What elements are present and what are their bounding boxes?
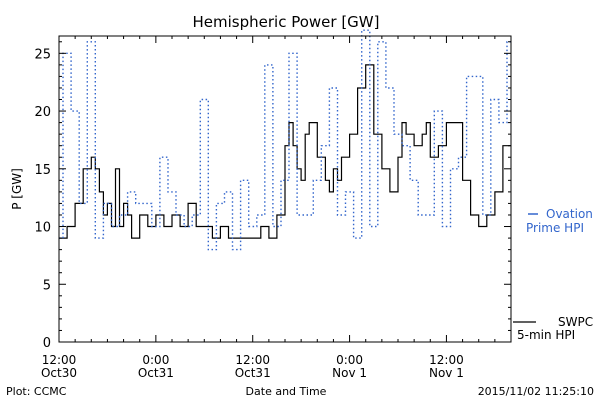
legend-swpc-label-2: 5-min HPI [517,328,575,342]
y-axis-label: P [GW] [10,168,24,210]
y-tick-label: 15 [34,163,51,178]
x-tick-label-date: Oct31 [138,366,174,380]
y-tick-label: 0 [43,336,51,351]
x-tick-label-date: Oct30 [41,366,77,380]
x-tick-label-time: 0:00 [336,353,363,367]
plot-area [58,29,512,343]
y-tick-label: 5 [43,278,51,293]
swpc-series-line [59,64,511,239]
footer-timestamp: 2015/11/02 11:25:10 [478,385,594,398]
y-axis-ticks: 0 5 10 15 20 25 [34,41,511,351]
y-tick-label: 25 [34,47,51,62]
chart-title: Hemispheric Power [GW] [193,13,380,31]
x-tick-label-time: 12:00 [429,353,464,367]
x-tick-label-time: 0:00 [142,353,169,367]
x-tick-label-time: 12:00 [42,353,77,367]
x-tick-label-date: Nov 1 [429,366,464,380]
legend-ovation-label-2: Prime HPI [526,221,584,235]
ovation-series-line [59,29,511,251]
x-axis-label: Date and Time [246,385,327,398]
x-tick-label-date: Nov 1 [332,366,367,380]
legend-ovation-label: Ovation [546,207,593,221]
y-tick-label: 10 [34,221,51,236]
x-tick-label-time: 12:00 [235,353,270,367]
x-tick-label-date: Oct31 [235,366,271,380]
legend-swpc-label: SWPC [558,315,593,329]
y-tick-label: 20 [34,105,51,120]
footer-plot-credit: Plot: CCMC [6,385,67,398]
